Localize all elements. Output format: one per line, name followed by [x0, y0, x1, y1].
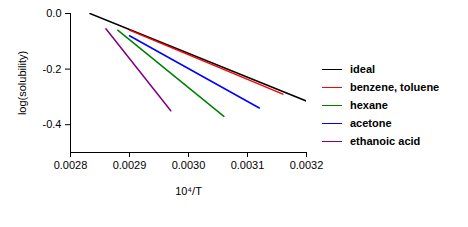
html-text:hexane: hexane — [350, 99, 388, 111]
svg-text:0.0032: 0.0032 — [290, 159, 324, 171]
svg-text:-0.4: -0.4 — [43, 118, 62, 130]
html-text:ideal: ideal — [350, 63, 376, 75]
svg-text:0.0029: 0.0029 — [113, 159, 147, 171]
svg-text:10⁴/T: 10⁴/T — [175, 185, 202, 197]
svg-text:-0.2: -0.2 — [43, 63, 62, 75]
html-text:benzene, toluene: benzene, toluene — [350, 81, 440, 93]
svg-text:0.0028: 0.0028 — [54, 159, 88, 171]
html-text:ethanoic acid: ethanoic acid — [350, 135, 421, 147]
svg-text:0.0: 0.0 — [46, 7, 61, 19]
svg-text:0.0031: 0.0031 — [231, 159, 265, 171]
html-text:acetone: acetone — [350, 117, 392, 129]
svg-text:0.0030: 0.0030 — [172, 159, 206, 171]
svg-text:log(solubility): log(solubility) — [16, 51, 28, 115]
